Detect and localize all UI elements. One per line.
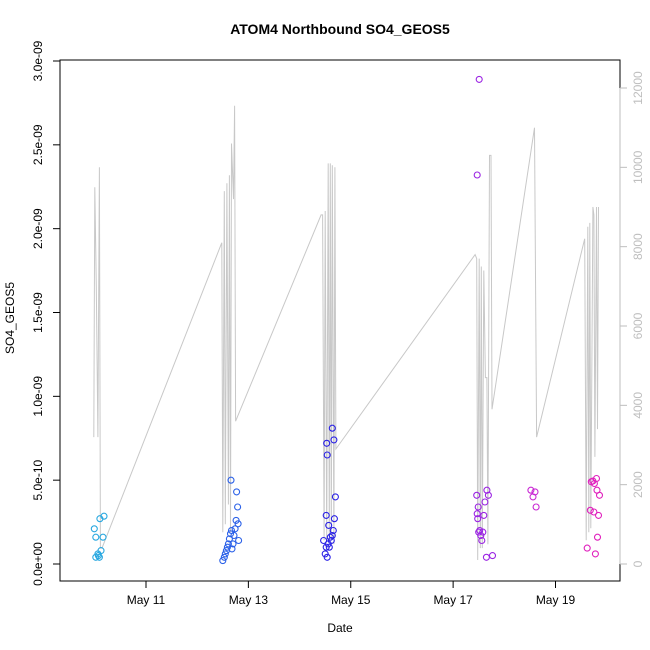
y-axis-label: SO4_GEOS5 [3,282,17,354]
data-point [233,488,241,496]
data-point [323,451,331,459]
data-point [100,512,108,520]
y-tick-label: 5.0e-10 [31,459,45,500]
y-tick-label: 2.0e-09 [31,208,45,249]
data-point [473,491,481,499]
y2-tick-label: 12000 [631,71,645,105]
data-point [532,503,540,511]
data-point [325,543,333,551]
x-tick-label: May 19 [536,593,576,607]
data-point [473,171,481,179]
data-point [331,493,339,501]
data-point [475,75,483,83]
data-point [483,486,491,494]
data-point [90,525,98,533]
x-tick-label: May 17 [433,593,473,607]
data-point [219,557,227,565]
x-axis-label: Date [327,621,353,635]
y-tick-label: 1.5e-09 [31,292,45,333]
y2-tick-label: 10000 [631,150,645,184]
y2-tick-label: 4000 [631,392,645,419]
data-point [220,553,228,561]
y2-tick-label: 8000 [631,233,645,260]
altitude-series-line [93,105,599,561]
data-point [223,543,231,551]
data-point [323,553,331,561]
data-point [593,533,602,541]
data-point [592,474,601,483]
y-tick-label: 2.5e-09 [31,124,45,165]
data-point [330,436,338,444]
y-axis-right: 0 2000 4000 6000 8000 10000 12000 [619,71,645,567]
y-tick-label: 0.0e+00 [31,542,45,586]
x-tick-label: May 15 [331,593,371,607]
chart-title: ATOM4 Northbound SO4_GEOS5 [230,21,450,37]
data-point [328,531,336,540]
data-point [328,424,336,432]
data-point [583,544,591,552]
data-point [226,530,235,538]
y2-tick-label: 6000 [631,312,645,339]
data-point [320,536,328,545]
data-point [482,553,490,561]
data-point [224,540,232,548]
data-point [330,515,338,523]
data-point [329,526,337,535]
data-point [227,476,235,484]
data-point [231,525,239,533]
data-point [221,550,229,558]
data-point [234,520,242,528]
data-point [531,488,539,496]
data-point [586,506,594,514]
y2-tick-label: 0 [631,560,645,567]
data-point [474,503,482,511]
data-point [327,536,335,545]
x-tick-label: May 11 [127,593,166,607]
data-point [478,536,486,545]
data-point [481,498,489,506]
data-point [593,486,601,494]
data-point [95,553,103,561]
y-axis-left: 0.0e+00 5.0e-10 1.0e-09 1.5e-09 2.0e-09 2.5e-… [31,40,61,586]
data-point [229,540,237,548]
data-point [228,545,236,553]
data-point [234,503,242,511]
data-point [473,510,481,518]
x-tick-label: May 13 [229,593,269,607]
data-point [480,511,488,519]
y-tick-label: 3.0e-09 [31,40,45,81]
data-point [230,531,238,540]
data-point [591,550,599,558]
data-point [235,536,243,545]
data-point [590,508,598,516]
x-axis: May 11 May 13 May 15 May 17 May 19 [127,580,576,607]
data-point [527,486,535,494]
data-point [99,533,107,541]
data-point [488,552,497,560]
y-tick-label: 1.0e-09 [31,376,45,417]
data-point [594,511,603,519]
data-point [225,535,233,543]
data-point [474,515,482,523]
data-points-layer [90,75,604,565]
altitude-line-layer [93,105,599,561]
data-point [323,439,331,447]
y2-tick-label: 2000 [631,471,645,498]
data-point [484,491,492,499]
data-point [322,511,330,519]
data-point [326,533,334,541]
data-point [325,521,333,529]
data-point [479,528,487,536]
data-point [92,533,100,541]
